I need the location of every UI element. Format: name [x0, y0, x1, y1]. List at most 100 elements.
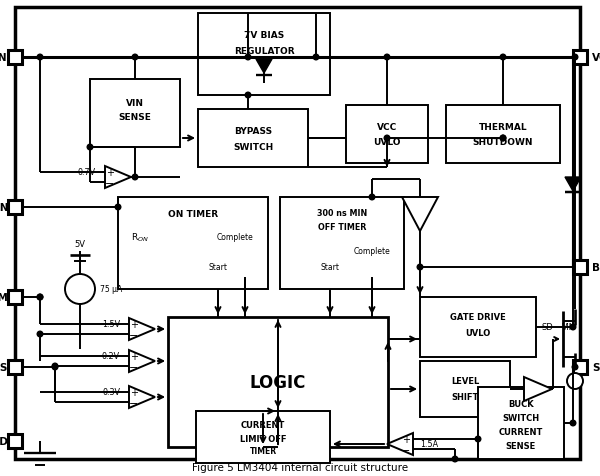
- Circle shape: [500, 136, 506, 141]
- Circle shape: [52, 364, 58, 369]
- Circle shape: [132, 55, 138, 60]
- Bar: [196, 411, 330, 463]
- Bar: [346, 106, 428, 164]
- Text: THERMAL: THERMAL: [479, 122, 527, 131]
- Text: GATE DRIVE: GATE DRIVE: [450, 313, 506, 322]
- Circle shape: [572, 55, 578, 60]
- Text: UVLO: UVLO: [466, 329, 491, 338]
- Text: ON TIMER: ON TIMER: [168, 210, 218, 219]
- Bar: [8, 290, 22, 304]
- Text: 0.2V: 0.2V: [102, 352, 120, 361]
- Text: VIN: VIN: [126, 98, 144, 107]
- Bar: [420, 361, 510, 417]
- Text: SD: SD: [542, 323, 554, 332]
- Polygon shape: [105, 167, 131, 188]
- Text: DIM: DIM: [0, 292, 8, 302]
- Polygon shape: [129, 318, 155, 340]
- Bar: [280, 198, 404, 289]
- Text: 75 μA: 75 μA: [100, 285, 122, 294]
- Circle shape: [87, 145, 93, 150]
- Text: +: +: [130, 351, 138, 361]
- Bar: [168, 317, 388, 447]
- Text: R$_{ON}$: R$_{ON}$: [131, 231, 149, 244]
- Text: +: +: [130, 387, 138, 397]
- Circle shape: [572, 365, 578, 370]
- Circle shape: [570, 325, 576, 330]
- Bar: [446, 106, 560, 164]
- Text: SW: SW: [592, 362, 600, 372]
- Polygon shape: [387, 433, 413, 455]
- Bar: [573, 51, 587, 65]
- Text: OFF TIMER: OFF TIMER: [318, 223, 366, 232]
- Text: BYPASS: BYPASS: [234, 127, 272, 136]
- Circle shape: [37, 295, 43, 300]
- Bar: [8, 51, 22, 65]
- Text: UVLO: UVLO: [373, 138, 401, 147]
- Text: BOOT: BOOT: [592, 262, 600, 272]
- Text: SENSE: SENSE: [506, 442, 536, 451]
- Circle shape: [567, 373, 583, 389]
- Bar: [90, 80, 180, 148]
- Text: VCC: VCC: [377, 122, 397, 131]
- Circle shape: [37, 55, 43, 60]
- Circle shape: [417, 265, 423, 270]
- Bar: [118, 198, 268, 289]
- Text: 0.3V: 0.3V: [102, 387, 120, 397]
- Text: VCC: VCC: [592, 53, 600, 63]
- Text: SWITCH: SWITCH: [233, 143, 273, 152]
- Text: GND: GND: [0, 436, 8, 446]
- Circle shape: [313, 55, 319, 60]
- Text: TIMER: TIMER: [250, 446, 277, 456]
- Polygon shape: [256, 60, 272, 74]
- Text: Complete: Complete: [217, 233, 253, 242]
- Circle shape: [500, 55, 506, 60]
- Text: LOGIC: LOGIC: [250, 373, 306, 391]
- Text: +: +: [402, 434, 410, 444]
- Circle shape: [245, 55, 251, 60]
- Text: −: −: [106, 178, 115, 188]
- Text: CURRENT: CURRENT: [499, 427, 543, 436]
- Text: SENSE: SENSE: [119, 113, 151, 122]
- Text: SHUTDOWN: SHUTDOWN: [473, 138, 533, 147]
- Text: 1.5A: 1.5A: [420, 439, 438, 448]
- Text: 1.5V: 1.5V: [102, 320, 120, 329]
- Bar: [8, 434, 22, 448]
- Circle shape: [115, 205, 121, 210]
- Text: Start: Start: [209, 263, 227, 272]
- Circle shape: [570, 420, 576, 426]
- Circle shape: [384, 136, 390, 141]
- Text: VIN: VIN: [0, 53, 8, 63]
- Text: SHIFT: SHIFT: [451, 393, 479, 402]
- Circle shape: [132, 175, 138, 180]
- Bar: [8, 200, 22, 215]
- Text: 7V BIAS: 7V BIAS: [244, 31, 284, 40]
- Text: SWITCH: SWITCH: [502, 414, 539, 423]
- Bar: [198, 14, 330, 96]
- Text: +: +: [106, 168, 114, 178]
- Polygon shape: [565, 178, 581, 192]
- Text: −: −: [130, 398, 139, 408]
- Bar: [420, 298, 536, 357]
- Circle shape: [52, 365, 58, 370]
- Bar: [573, 260, 587, 275]
- Text: 0.7V: 0.7V: [78, 168, 96, 177]
- Polygon shape: [129, 386, 155, 408]
- Circle shape: [65, 275, 95, 304]
- Bar: [478, 387, 564, 459]
- Circle shape: [475, 436, 481, 442]
- Polygon shape: [129, 350, 155, 372]
- Text: RON: RON: [0, 203, 8, 213]
- Text: LEVEL: LEVEL: [451, 377, 479, 386]
- Text: BUCK: BUCK: [508, 400, 534, 408]
- Text: Complete: Complete: [353, 247, 391, 256]
- Text: −: −: [130, 362, 139, 372]
- Text: Start: Start: [320, 263, 340, 272]
- Bar: [8, 360, 22, 374]
- Text: −: −: [130, 330, 139, 340]
- Bar: [573, 360, 587, 374]
- Text: Figure 5 LM3404 internal circuit structure: Figure 5 LM3404 internal circuit structu…: [192, 462, 408, 472]
- Polygon shape: [402, 198, 438, 231]
- Text: 300 ns MIN: 300 ns MIN: [317, 209, 367, 218]
- Text: −: −: [401, 445, 410, 455]
- Text: CURRENT: CURRENT: [241, 421, 285, 430]
